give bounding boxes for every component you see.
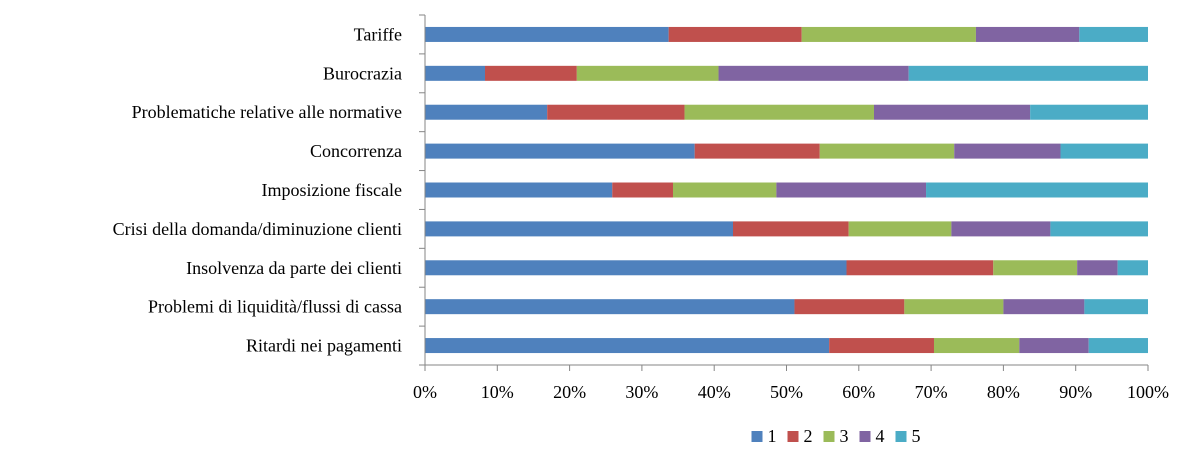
- legend-swatch: [787, 431, 799, 442]
- category-label: Imposizione fiscale: [262, 180, 402, 200]
- category-label: Concorrenza: [310, 141, 402, 161]
- bar-segment-series-4-row-4: [954, 143, 1061, 159]
- x-tick-label: 50%: [770, 382, 803, 402]
- bar-segment-series-5-row-6: [1050, 221, 1148, 237]
- bars-layer: [425, 26, 1148, 354]
- bar-segment-series-2-row-8: [794, 299, 905, 315]
- legend-label: 3: [840, 426, 849, 446]
- bar-segment-series-2-row-7: [846, 260, 994, 276]
- bar-segment-series-4-row-5: [776, 182, 927, 198]
- legend-label: 4: [876, 426, 885, 446]
- bar-segment-series-1-row-8: [425, 299, 795, 315]
- legend-label: 5: [912, 426, 921, 446]
- legend-item-4: 4: [859, 426, 885, 446]
- axes: [419, 14, 1149, 371]
- bar-segment-series-4-row-2: [718, 65, 909, 81]
- bar-segment-series-3-row-6: [848, 221, 952, 237]
- bar-segment-series-3-row-7: [993, 260, 1078, 276]
- legend-item-2: 2: [787, 426, 813, 446]
- bar-segment-series-5-row-5: [926, 182, 1148, 198]
- bar-segment-series-5-row-9: [1088, 338, 1148, 354]
- x-tick-label: 100%: [1127, 382, 1169, 402]
- category-label: Ritardi nei pagamenti: [246, 336, 402, 356]
- bar-segment-series-1-row-5: [425, 182, 613, 198]
- bar-segment-series-2-row-6: [732, 221, 849, 237]
- legend-item-1: 1: [751, 426, 777, 446]
- bar-segment-series-5-row-3: [1030, 104, 1148, 120]
- bar-segment-series-4-row-8: [1003, 299, 1085, 315]
- legend-label: 1: [768, 426, 777, 446]
- bar-segment-series-1-row-4: [425, 143, 695, 159]
- x-tick-label: 0%: [413, 382, 437, 402]
- category-labels: Tariffe Burocrazia Problematiche relative …: [113, 24, 402, 355]
- bar-segment-series-3-row-5: [672, 182, 777, 198]
- bar-segment-series-2-row-4: [694, 143, 820, 159]
- bar-segment-series-3-row-9: [933, 338, 1020, 354]
- legend-swatch: [859, 431, 871, 442]
- category-label: Crisi della domanda/diminuzione clienti: [113, 219, 402, 239]
- bar-segment-series-4-row-9: [1019, 338, 1089, 354]
- x-tick-labels: 0% 10% 20% 30% 40% 50% 60% 70% 80% 90% 100%: [413, 382, 1169, 402]
- legend-label: 2: [804, 426, 813, 446]
- legend-swatch: [823, 431, 835, 442]
- bar-segment-series-3-row-1: [801, 26, 976, 42]
- bar-segment-series-5-row-7: [1117, 260, 1148, 276]
- bar-segment-series-4-row-6: [951, 221, 1051, 237]
- x-tick-label: 60%: [842, 382, 875, 402]
- bar-segment-series-4-row-7: [1077, 260, 1118, 276]
- bar-segment-series-5-row-2: [908, 65, 1148, 81]
- bar-segment-series-1-row-1: [425, 26, 669, 42]
- category-label: Burocrazia: [323, 63, 402, 83]
- x-tick-label: 90%: [1059, 382, 1092, 402]
- bar-segment-series-4-row-3: [873, 104, 1031, 120]
- x-tick-label: 80%: [987, 382, 1020, 402]
- bar-segment-series-2-row-2: [485, 65, 577, 81]
- bar-segment-series-5-row-4: [1060, 143, 1148, 159]
- bar-segment-series-3-row-4: [819, 143, 955, 159]
- bar-segment-series-3-row-3: [684, 104, 874, 120]
- category-label: Insolvenza da parte dei clienti: [186, 258, 402, 278]
- legend-swatch: [751, 431, 763, 442]
- legend-item-5: 5: [895, 426, 921, 446]
- bar-segment-series-2-row-5: [612, 182, 673, 198]
- legend-item-3: 3: [823, 426, 849, 446]
- bar-segment-series-5-row-1: [1079, 26, 1148, 42]
- x-tick-label: 40%: [698, 382, 731, 402]
- category-label: Tariffe: [354, 24, 402, 44]
- bar-segment-series-4-row-1: [975, 26, 1080, 42]
- legend-swatch: [895, 431, 907, 442]
- bar-segment-series-2-row-1: [668, 26, 802, 42]
- category-label: Problematiche relative alle normative: [132, 102, 402, 122]
- bar-segment-series-1-row-7: [425, 260, 847, 276]
- x-tick-label: 30%: [625, 382, 658, 402]
- x-tick-label: 10%: [481, 382, 514, 402]
- bar-segment-series-1-row-9: [425, 338, 830, 354]
- bar-segment-series-2-row-9: [829, 338, 934, 354]
- bar-segment-series-5-row-8: [1084, 299, 1148, 315]
- bar-segment-series-1-row-2: [425, 65, 486, 81]
- category-label: Problemi di liquidità/flussi di cassa: [148, 297, 402, 317]
- bar-segment-series-1-row-6: [425, 221, 733, 237]
- bar-segment-series-2-row-3: [547, 104, 685, 120]
- bar-segment-series-3-row-2: [576, 65, 719, 81]
- bar-segment-series-1-row-3: [425, 104, 548, 120]
- x-tick-label: 70%: [915, 382, 948, 402]
- x-tick-label: 20%: [553, 382, 586, 402]
- bar-segment-series-3-row-8: [904, 299, 1004, 315]
- legend: 1 2 3 4 5: [751, 426, 921, 446]
